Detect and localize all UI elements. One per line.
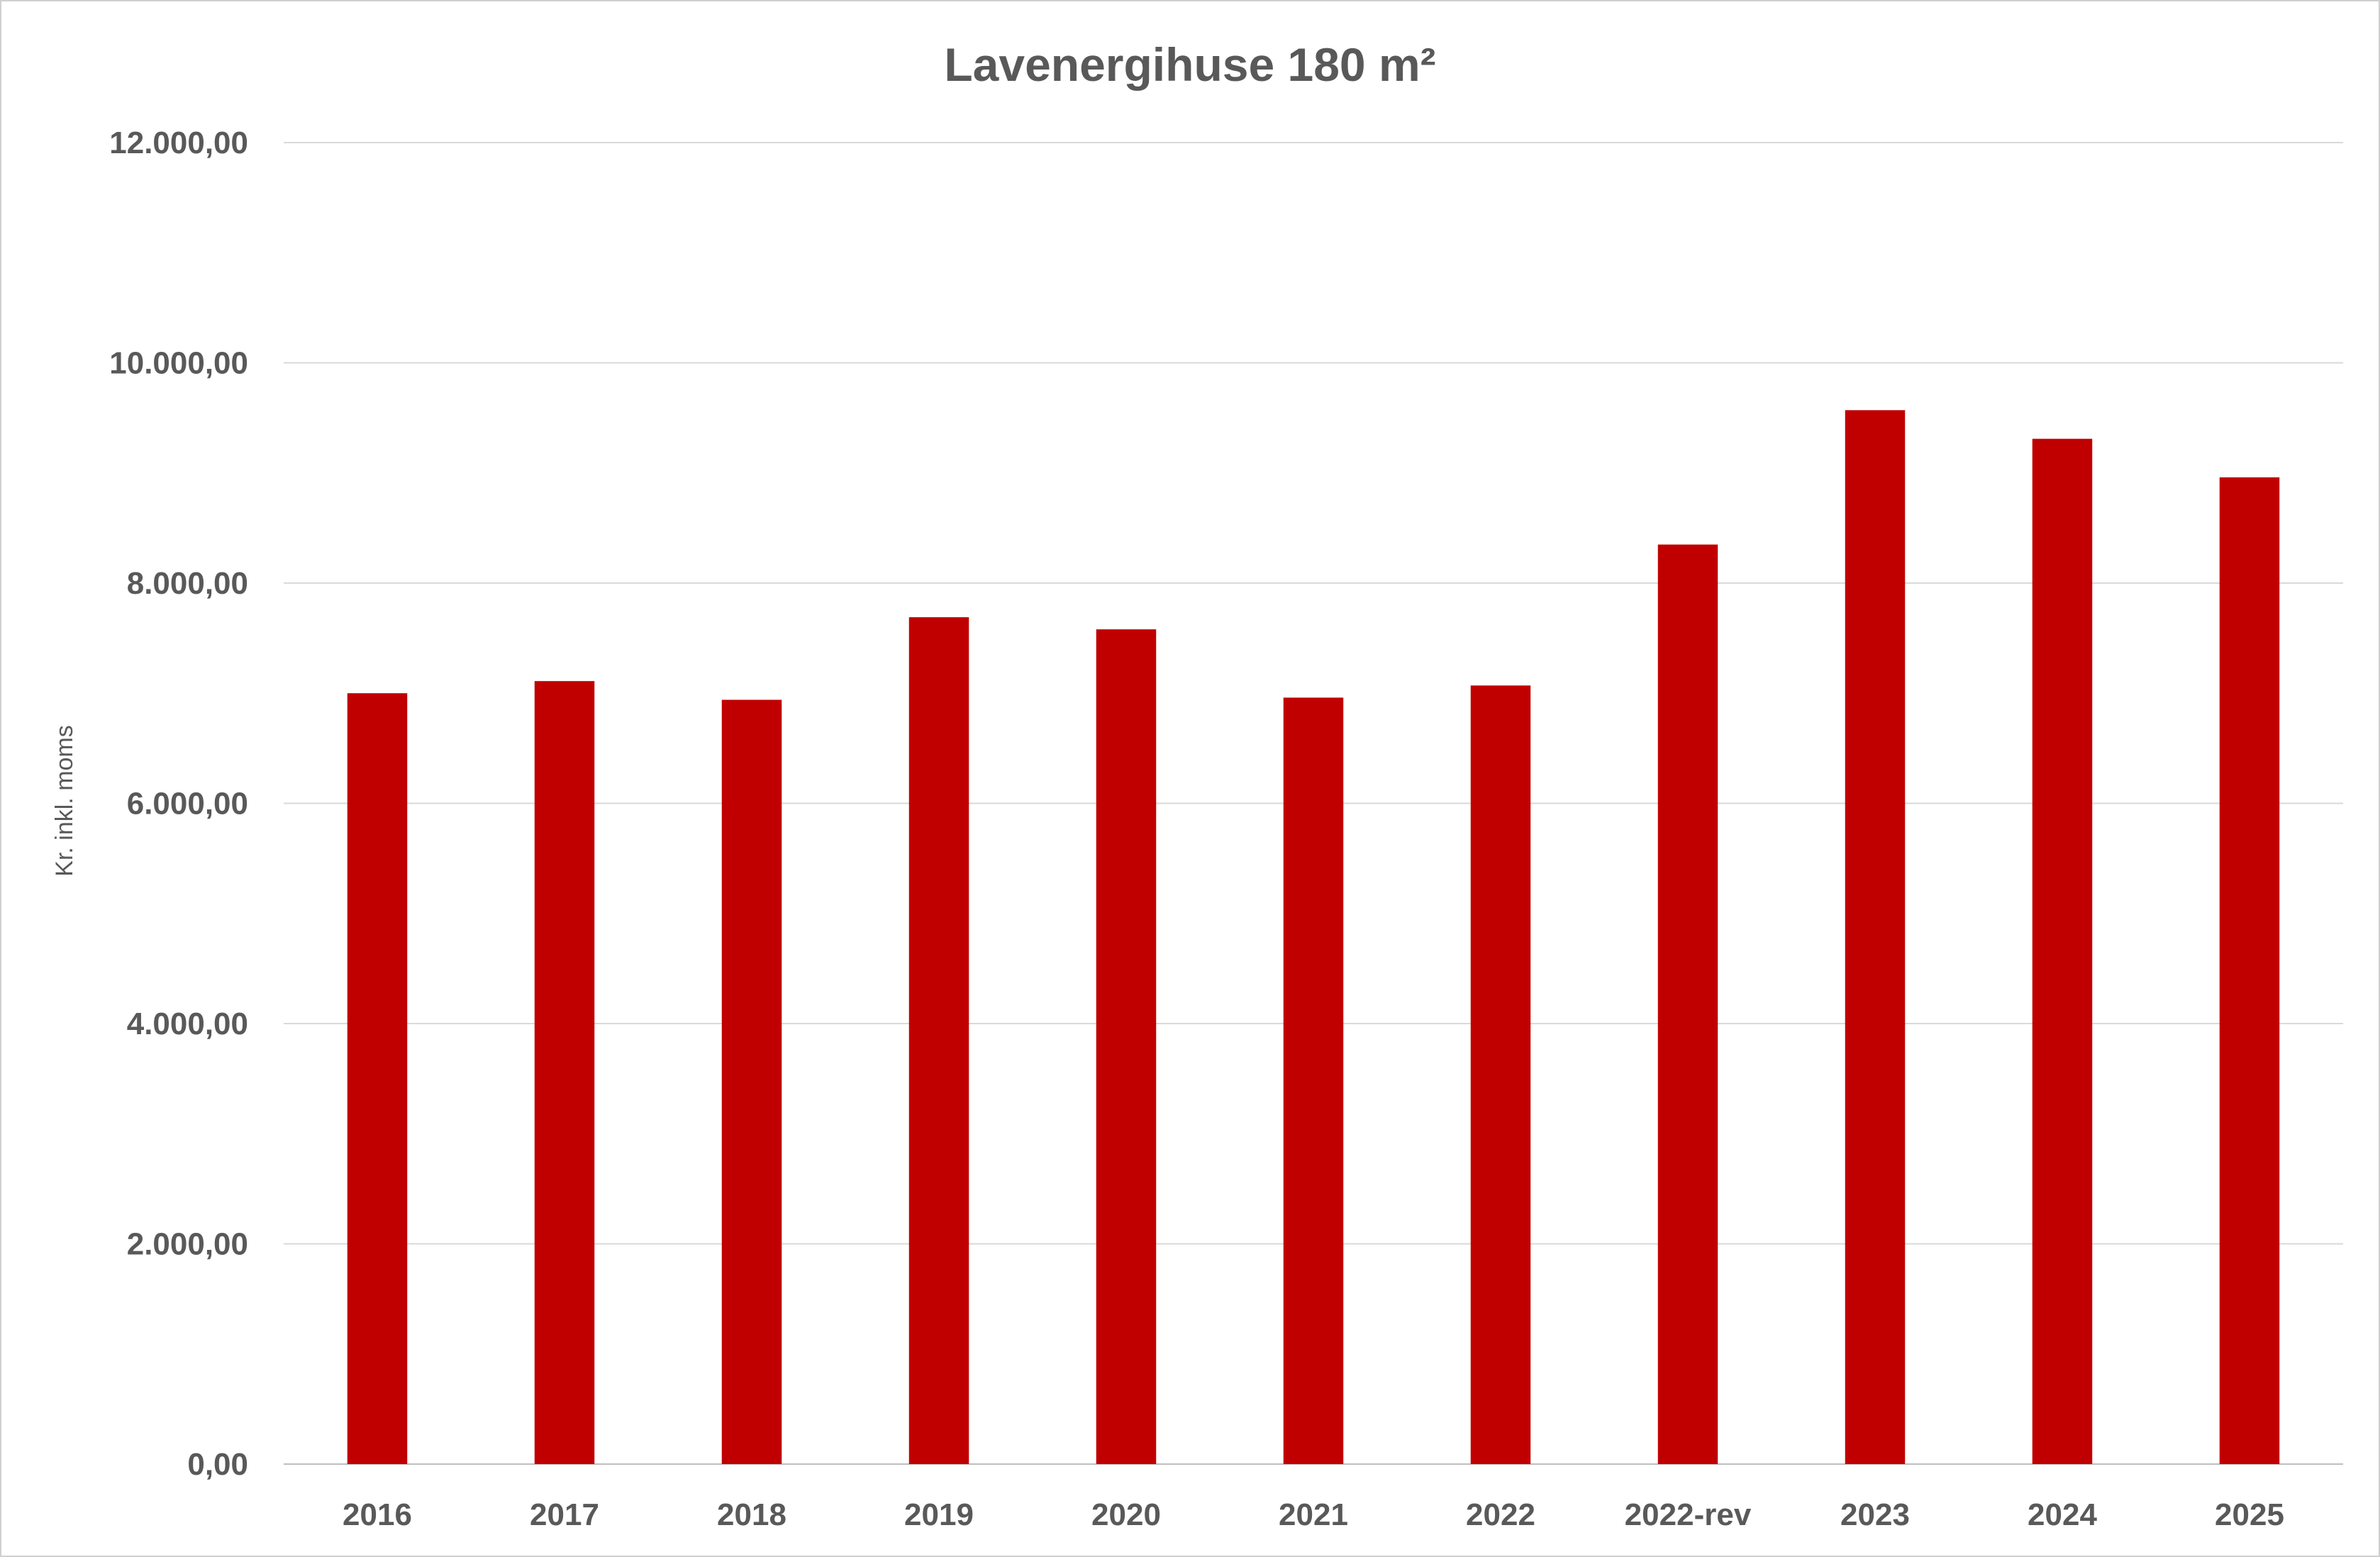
bar-2020 <box>1096 629 1157 1464</box>
x-tick-label: 2023 <box>1840 1497 1910 1532</box>
x-tick-label: 2022-rev <box>1625 1497 1752 1532</box>
y-tick-label: 12.000,00 <box>109 126 248 160</box>
x-tick-label: 2018 <box>717 1497 786 1532</box>
x-axis-ticks: 2016 2017 2018 2019 2020 2021 2022 2022-rev 2023… <box>343 1497 2284 1532</box>
y-tick-label: 8.000,00 <box>127 566 248 601</box>
y-tick-label: 2.000,00 <box>127 1227 248 1262</box>
x-tick-label: 2020 <box>1091 1497 1161 1532</box>
bar-2019 <box>908 617 969 1465</box>
bar-2024 <box>2032 438 2093 1464</box>
bar-2025 <box>2219 477 2280 1465</box>
x-tick-label: 2017 <box>530 1497 599 1532</box>
y-axis-title: Kr. inkl. moms <box>51 725 78 876</box>
bar-2022 <box>1470 685 1531 1464</box>
bar-2016 <box>347 693 408 1464</box>
x-tick-label: 2025 <box>2215 1497 2284 1532</box>
y-tick-label: 4.000,00 <box>127 1007 248 1041</box>
bar-2018 <box>721 699 782 1465</box>
x-tick-label: 2021 <box>1279 1497 1348 1532</box>
bar-2023 <box>1845 410 1906 1464</box>
bar-2022-rev <box>1657 544 1718 1464</box>
y-axis-ticks: 0,00 2.000,00 4.000,00 6.000,00 8.000,00 10.0… <box>109 126 248 1482</box>
bar-2021 <box>1283 697 1344 1465</box>
x-tick-label: 2019 <box>904 1497 974 1532</box>
y-tick-label: 0,00 <box>187 1447 248 1482</box>
y-tick-label: 10.000,00 <box>109 346 248 381</box>
x-tick-label: 2016 <box>343 1497 412 1532</box>
x-tick-label: 2022 <box>1466 1497 1535 1532</box>
bar-2017 <box>534 681 595 1464</box>
y-tick-label: 6.000,00 <box>127 787 248 821</box>
x-tick-label: 2024 <box>2028 1497 2097 1532</box>
chart-title: Lavenergihuse 180 m² <box>944 38 1435 91</box>
bars <box>347 410 2280 1465</box>
